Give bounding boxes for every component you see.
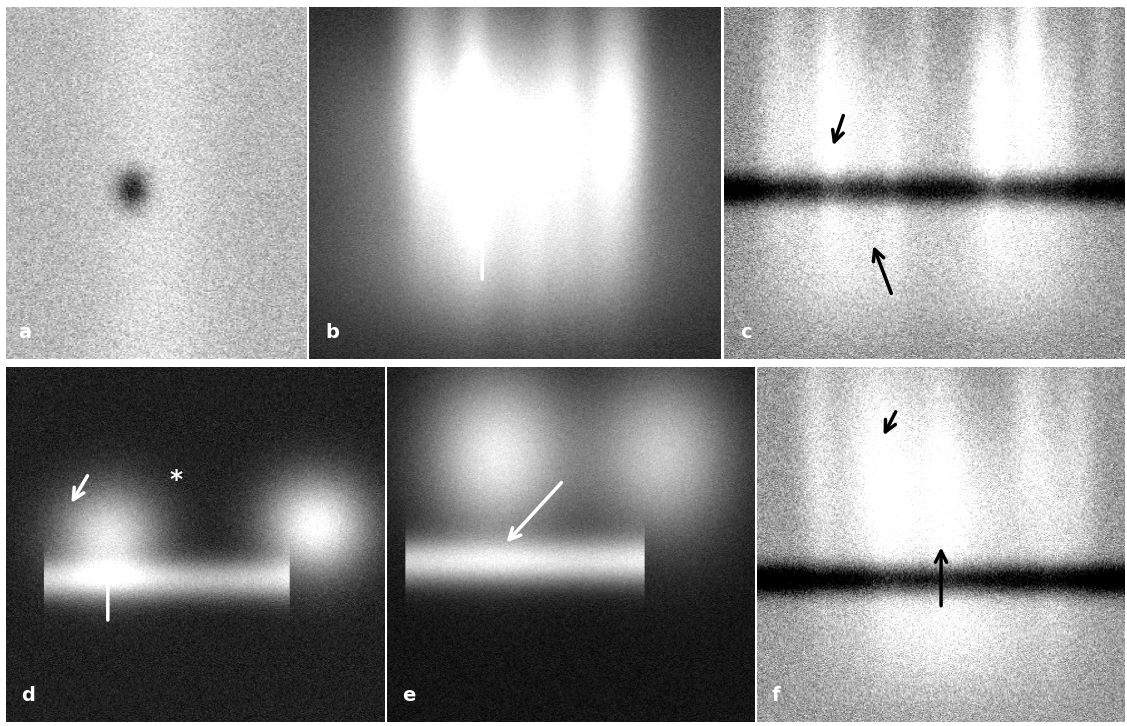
Text: *: * (169, 468, 183, 492)
Text: a: a (18, 323, 30, 342)
Text: f: f (772, 685, 781, 704)
Text: e: e (402, 685, 415, 704)
Text: c: c (740, 323, 752, 342)
Text: b: b (326, 323, 339, 342)
Text: d: d (20, 685, 35, 704)
